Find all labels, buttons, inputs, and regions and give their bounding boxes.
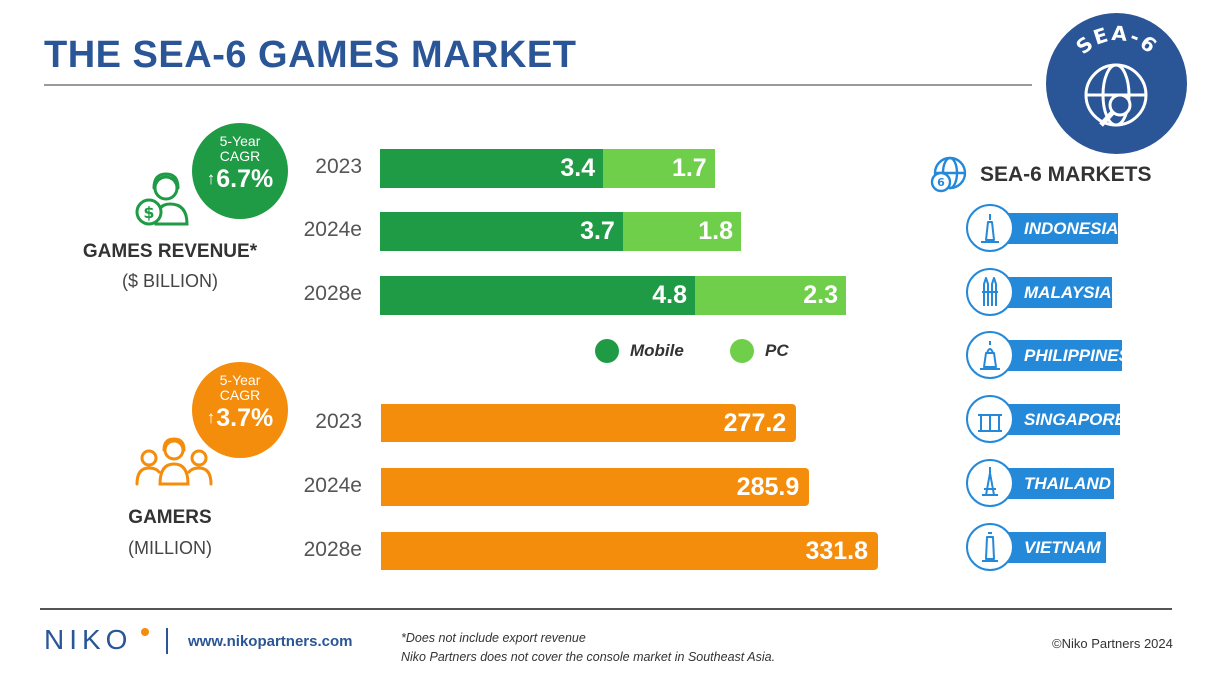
sea6-badge: SEA-6: [1046, 13, 1187, 154]
gamers-year-label: 2024e: [303, 474, 362, 497]
landmark-icon: [966, 268, 1014, 316]
globe-six-icon: 6: [930, 156, 967, 193]
market-philippines: PHILIPPINES: [966, 331, 1136, 379]
revenue-year-label: 2028e: [303, 282, 362, 305]
landmark-icon: [966, 459, 1014, 507]
gamers-section-subtitle: (MILLION): [127, 538, 212, 558]
revenue-section-title: GAMES REVENUE*: [82, 241, 258, 262]
footer-separator: [166, 628, 168, 654]
gamers-group-icon: [135, 437, 213, 486]
gamers-cagr-value: 3.7%: [216, 404, 274, 432]
footnote-export: *Does not include export revenue: [401, 631, 586, 645]
revenue-cagr-line1: 5-Year: [219, 133, 261, 149]
copyright: ©Niko Partners 2024: [1052, 636, 1173, 651]
market-singapore: SINGAPORE: [966, 395, 1136, 443]
legend-pc-swatch: [730, 339, 754, 363]
landmark-icon: [966, 204, 1014, 252]
gamers-cagr-line1: 5-Year: [219, 372, 261, 388]
website-link[interactable]: www.nikopartners.com: [188, 633, 353, 650]
svg-text:$: $: [143, 203, 154, 222]
revenue-year-label: 2023: [315, 155, 362, 178]
revenue-pc-bar: 2.3: [695, 276, 846, 315]
title-divider: [44, 84, 1032, 86]
footnote-console: Niko Partners does not cover the console…: [401, 650, 776, 664]
svg-text:SEA-6: SEA-6: [1071, 21, 1163, 59]
gamers-cagr-badge: 5-Year CAGR ↑3.7%: [192, 362, 288, 458]
legend-pc-label: PC: [765, 341, 789, 360]
legend-mobile-swatch: [595, 339, 619, 363]
gamers-section-title: GAMERS: [128, 507, 212, 528]
revenue-cagr-line2: CAGR: [219, 148, 261, 164]
revenue-section-subtitle: ($ BILLION): [121, 271, 219, 291]
gamers-year-label: 2028e: [303, 538, 362, 561]
badge-text: SEA-6: [1071, 21, 1161, 59]
market-malaysia: MALAYSIA: [966, 268, 1136, 316]
logo-dot-icon: [141, 628, 149, 636]
market-indonesia: INDONESIA: [966, 204, 1136, 252]
revenue-pc-bar: 1.8: [622, 212, 741, 251]
gamers-year-label: 2023: [315, 410, 362, 433]
up-arrow-icon: ↑: [206, 408, 216, 427]
landmark-icon: [966, 395, 1014, 443]
revenue-pc-bar: 1.7: [603, 149, 715, 188]
markets-title: SEA-6 MARKETS: [980, 163, 1152, 186]
revenue-cagr-value: 6.7%: [216, 165, 274, 193]
svg-text:6: 6: [937, 176, 945, 189]
revenue-person-icon: $: [135, 172, 189, 226]
footer-divider: [40, 608, 1172, 610]
revenue-cagr-badge: 5-Year CAGR ↑6.7%: [192, 123, 288, 219]
globe-search-icon: [1084, 63, 1148, 127]
market-label: SINGAPORE: [992, 404, 1126, 435]
revenue-mobile-bar: 3.7: [380, 212, 623, 251]
gamers-bar: 277.2: [381, 404, 797, 442]
legend-mobile-label: Mobile: [630, 341, 684, 360]
revenue-mobile-bar: 4.8: [380, 276, 696, 315]
market-thailand: THAILAND: [966, 459, 1136, 507]
revenue-mobile-bar: 3.4: [380, 149, 604, 188]
up-arrow-icon: ↑: [206, 169, 216, 188]
page-title: THE SEA-6 GAMES MARKET: [44, 34, 577, 76]
gamers-bar: 331.8: [381, 532, 878, 570]
niko-logo: NIKO: [44, 624, 133, 655]
market-label: PHILIPPINES: [992, 340, 1130, 371]
landmark-icon: [966, 331, 1014, 379]
landmark-icon: [966, 523, 1014, 571]
revenue-year-label: 2024e: [303, 218, 362, 241]
gamers-cagr-line2: CAGR: [219, 387, 261, 403]
market-vietnam: VIETNAM: [966, 523, 1136, 571]
gamers-bar: 285.9: [381, 468, 810, 506]
